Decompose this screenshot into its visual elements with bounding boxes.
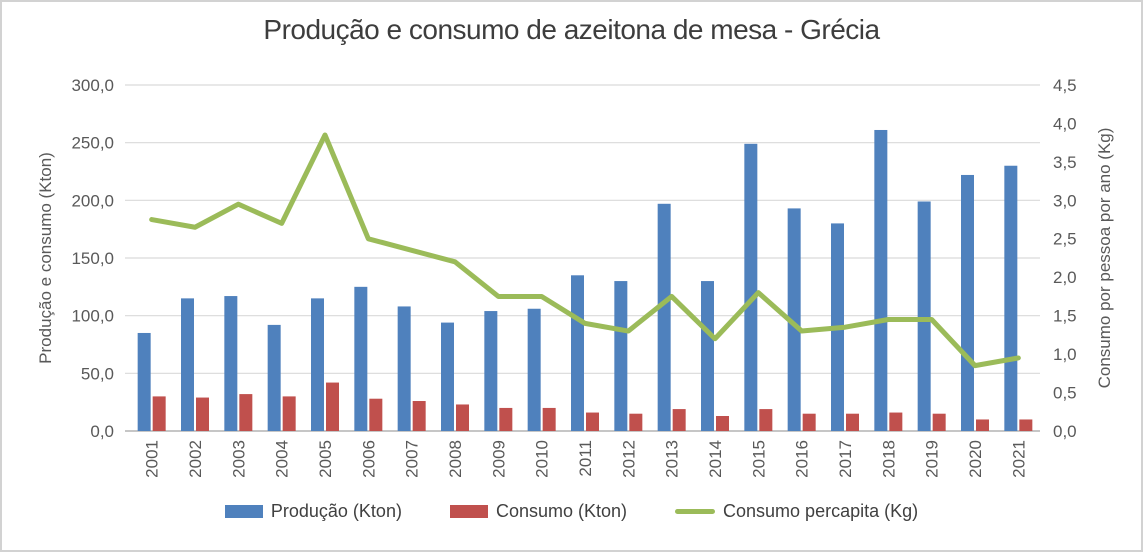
right-axis-tick: 0,0 xyxy=(1053,422,1077,441)
x-axis-label-2020: 2020 xyxy=(966,440,985,478)
right-axis-tick: 2,5 xyxy=(1053,230,1077,249)
line-consumo-percapita xyxy=(149,132,1021,369)
x-axis-label-2012: 2012 xyxy=(619,440,638,478)
x-axis-label-2002: 2002 xyxy=(186,440,205,478)
bar-producao-2020 xyxy=(961,174,974,431)
right-axis-tick: 2,0 xyxy=(1053,268,1077,287)
legend-item-consumo: Consumo (Kton) xyxy=(449,501,628,522)
x-axis-label-2007: 2007 xyxy=(403,440,422,478)
bar-consumo-2007 xyxy=(412,401,426,431)
bar-consumo-2015 xyxy=(759,409,773,431)
right-axis-tick: 1,5 xyxy=(1053,307,1077,326)
bar-consumo-2018 xyxy=(889,412,903,431)
bar-consumo-2004 xyxy=(282,396,296,431)
x-axis-label-2018: 2018 xyxy=(879,440,898,478)
bar-consumo-2005 xyxy=(326,382,339,431)
bar-consumo-2003 xyxy=(239,394,253,431)
bar-producao-2007 xyxy=(397,306,411,431)
bar-producao-2011 xyxy=(571,275,584,431)
bar-producao-2016 xyxy=(787,208,801,431)
legend-item-producao: Produção (Kton) xyxy=(224,501,402,522)
x-axis-label-2015: 2015 xyxy=(749,440,768,478)
x-axis-label-2001: 2001 xyxy=(143,440,162,478)
x-axis-label-2004: 2004 xyxy=(273,440,292,478)
bar-consumo-2006 xyxy=(369,398,383,431)
legend-item-percapita: Consumo percapita (Kg) xyxy=(675,501,918,522)
x-axis-label-2009: 2009 xyxy=(489,440,508,478)
x-axis-label-2017: 2017 xyxy=(836,440,855,478)
bar-consumo-2019 xyxy=(932,413,946,431)
bar-producao-2021 xyxy=(1004,165,1018,431)
bar-consumo-2014 xyxy=(716,416,729,431)
x-axis-label-2008: 2008 xyxy=(446,440,465,478)
bar-consumo-2013 xyxy=(672,409,686,431)
x-axis-label-2016: 2016 xyxy=(793,440,812,478)
bar-consumo-2010 xyxy=(542,407,556,431)
right-axis-tick: 3,5 xyxy=(1053,153,1077,172)
x-axis-label-2021: 2021 xyxy=(1009,440,1028,478)
percapita-swatch-icon xyxy=(675,509,716,514)
left-axis-tick: 100,0 xyxy=(71,307,114,326)
legend-label-percapita: Consumo percapita (Kg) xyxy=(723,501,919,521)
bar-consumo-2020 xyxy=(976,419,989,431)
bar-producao-2003 xyxy=(224,296,238,431)
bar-producao-2014 xyxy=(701,281,714,431)
bar-producao-2010 xyxy=(527,308,541,431)
x-axis-label-2003: 2003 xyxy=(229,440,248,478)
bar-producao-2012 xyxy=(614,281,628,431)
x-axis-label-2010: 2010 xyxy=(533,440,552,478)
bar-producao-2013 xyxy=(657,203,671,431)
bar-consumo-2021 xyxy=(1019,419,1033,431)
x-axis-label-2019: 2019 xyxy=(923,440,942,478)
x-axis-label-2014: 2014 xyxy=(706,440,725,478)
bar-consumo-2012 xyxy=(629,413,643,431)
bar-producao-2019 xyxy=(917,201,931,431)
right-axis-tick: 4,5 xyxy=(1053,76,1077,95)
bar-producao-2002 xyxy=(181,298,194,431)
bar-producao-2005 xyxy=(311,298,324,431)
left-axis-tick: 0,0 xyxy=(90,422,114,441)
legend-label-producao: Produção (Kton) xyxy=(270,501,402,521)
bar-producao-2015 xyxy=(744,143,758,431)
bar-consumo-2017 xyxy=(846,413,859,431)
legend: Produção (Kton) Consumo (Kton) Consumo p… xyxy=(2,501,1141,522)
x-axis-label-2013: 2013 xyxy=(663,440,682,478)
left-axis-tick: 150,0 xyxy=(71,249,114,268)
bar-producao-2004 xyxy=(267,324,281,431)
bar-producao-2008 xyxy=(441,322,454,431)
x-axis-label-2005: 2005 xyxy=(316,440,335,478)
bar-producao-2018 xyxy=(874,129,888,431)
bar-consumo-2011 xyxy=(586,412,599,431)
right-axis-tick: 1,0 xyxy=(1053,345,1077,364)
left-axis-tick: 250,0 xyxy=(71,134,114,153)
chart-title: Produção e consumo de azeitona de mesa -… xyxy=(263,14,880,45)
left-axis-tick: 300,0 xyxy=(71,76,114,95)
bar-consumo-2008 xyxy=(456,404,469,431)
producao-swatch-icon xyxy=(224,505,263,518)
bar-producao-2009 xyxy=(484,311,498,431)
bar-producao-2001 xyxy=(137,332,151,431)
bar-consumo-2002 xyxy=(196,397,209,431)
right-axis-tick: 0,5 xyxy=(1053,384,1077,403)
bar-consumo-2001 xyxy=(152,396,166,431)
legend-label-consumo: Consumo (Kton) xyxy=(495,501,628,521)
right-axis-tick: 3,0 xyxy=(1053,191,1077,210)
bar-consumo-2016 xyxy=(802,413,816,431)
left-axis-tick: 200,0 xyxy=(71,191,114,210)
bar-consumo-2009 xyxy=(499,407,513,431)
x-axis-label-2006: 2006 xyxy=(359,440,378,478)
left-axis-tick: 50,0 xyxy=(81,364,114,383)
consumo-swatch-icon xyxy=(449,505,488,518)
bar-producao-2006 xyxy=(354,286,368,431)
right-axis-tick: 4,0 xyxy=(1053,114,1077,133)
x-axis-label-2011: 2011 xyxy=(576,440,595,477)
